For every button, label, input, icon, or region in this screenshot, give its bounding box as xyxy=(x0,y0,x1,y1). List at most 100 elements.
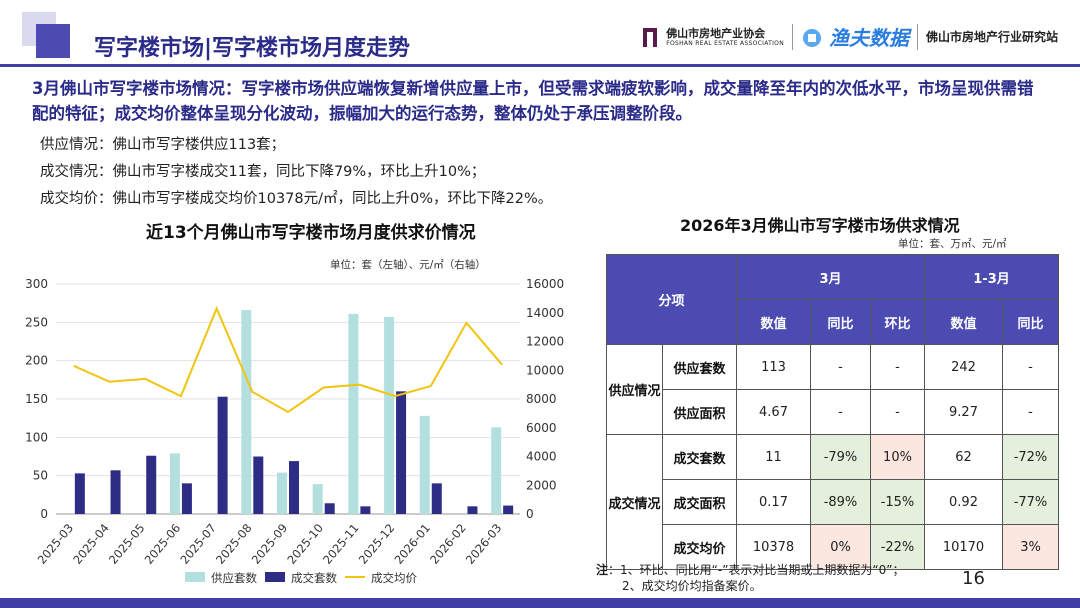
bullet-list: 供应情况：佛山市写字楼供应113套； 成交情况：佛山市写字楼成交11套，同比下降… xyxy=(40,132,552,213)
supply-demand-table: 分项 3月 1-3月 数值 同比 环比 数值 同比 供应情况 供应套数 113 … xyxy=(606,254,1059,570)
logo-bar: 佛山市房地产业协会 FOSHAN REAL ESTATE ASSOCIATION… xyxy=(640,22,1058,51)
y-right-tick-label: 12000 xyxy=(526,335,564,349)
bullet-deal: 成交情况：佛山市写字楼成交11套，同比下降79%，环比上升10%； xyxy=(40,164,486,180)
cell-value: 10378 xyxy=(736,524,811,570)
footnote: 注：1、环比、同比用“-”表示对比当期或上期数据为“0”； 2、成交均价均指备案… xyxy=(596,562,904,594)
cell-value: 11 xyxy=(736,434,811,480)
group-supply: 供应情况 xyxy=(606,344,663,435)
y-left-tick-label: 200 xyxy=(25,354,48,368)
cell-value-q1: 9.27 xyxy=(924,389,1003,435)
row-label: 供应面积 xyxy=(662,389,737,435)
bar-deal xyxy=(360,506,371,514)
y-left-tick-label: 250 xyxy=(25,315,48,329)
x-tick-label: 2025-10 xyxy=(284,521,326,567)
bar-deal xyxy=(110,470,121,514)
bar-deal xyxy=(181,483,192,514)
footer-bar xyxy=(0,598,1080,608)
header-q1: 1-3月 xyxy=(924,254,1059,300)
association-name-en: FOSHAN REAL ESTATE ASSOCIATION xyxy=(666,39,784,47)
footnote-line1: ：1、环比、同比用“-”表示对比当期或上期数据为“0”； xyxy=(608,563,905,577)
bar-deal xyxy=(74,473,85,514)
bar-deal xyxy=(324,503,335,514)
bar-supply xyxy=(419,415,430,514)
x-tick-label: 2026-03 xyxy=(463,521,505,567)
bar-deal xyxy=(253,456,264,514)
header-value: 数值 xyxy=(736,299,811,345)
cell-yoy-q1: - xyxy=(1002,389,1059,435)
header-march: 3月 xyxy=(736,254,925,300)
page-title: 写字楼市场|写字楼市场月度走势 xyxy=(94,36,411,61)
header-yoy: 同比 xyxy=(810,299,871,345)
bar-supply xyxy=(169,453,180,514)
y-right-tick-label: 6000 xyxy=(526,421,557,435)
bar-deal xyxy=(431,483,442,514)
bullet-supply: 供应情况：佛山市写字楼供应113套； xyxy=(40,137,286,153)
bar-supply xyxy=(491,427,502,514)
page-number: 16 xyxy=(962,568,985,589)
bar-deal xyxy=(503,505,514,514)
cell-value-q1: 62 xyxy=(924,434,1003,480)
header-decoration xyxy=(22,12,70,58)
yufu-logo-text: 渔夫数据 xyxy=(828,26,909,50)
header-yoy-q1: 同比 xyxy=(1002,299,1059,345)
cell-yoy: - xyxy=(810,344,871,390)
y-left-tick-label: 0 xyxy=(40,507,48,521)
chart-title: 近13个月佛山市写字楼市场月度供求价情况 xyxy=(146,223,476,243)
legend-label-price: 成交均价 xyxy=(371,571,417,585)
bar-deal xyxy=(289,461,299,514)
x-tick-label: 2025-05 xyxy=(106,521,148,567)
legend-label-supply: 供应套数 xyxy=(211,571,257,585)
cell-value: 4.67 xyxy=(736,389,811,435)
x-tick-label: 2026-02 xyxy=(427,521,469,567)
cell-mom: 10% xyxy=(870,434,925,480)
y-right-tick-label: 2000 xyxy=(526,478,557,492)
table-row: 供应情况 供应套数 113 - - 242 - xyxy=(606,344,1059,435)
bullet-price: 成交均价：佛山市写字楼成交均价10378元/㎡，同比上升0%，环比下降22%。 xyxy=(40,191,553,207)
cell-yoy: -89% xyxy=(810,479,871,525)
footnote-line2: 2、成交均价均指备案价。 xyxy=(622,579,762,593)
y-left-tick-label: 50 xyxy=(33,469,48,483)
bar-deal xyxy=(467,506,478,514)
bar-deal xyxy=(396,391,407,514)
x-tick-label: 2025-04 xyxy=(70,521,112,567)
row-label: 成交套数 xyxy=(662,434,737,480)
y-right-tick-label: 16000 xyxy=(526,277,564,291)
x-tick-label: 2026-01 xyxy=(391,521,433,567)
row-label: 成交面积 xyxy=(662,479,737,525)
yufu-cloud-icon xyxy=(802,28,821,47)
cell-value: 113 xyxy=(736,344,811,390)
group-deal: 成交情况 xyxy=(606,434,663,570)
x-tick-label: 2025-09 xyxy=(249,521,291,567)
cell-value-q1: 242 xyxy=(924,344,1003,390)
bar-supply xyxy=(384,316,395,514)
cell-yoy-q1: -72% xyxy=(1002,434,1059,480)
y-left-tick-label: 150 xyxy=(25,392,48,406)
bar-supply xyxy=(241,310,252,514)
association-name: 佛山市房地产业协会 xyxy=(666,26,766,40)
association-logo: 佛山市房地产业协会 FOSHAN REAL ESTATE ASSOCIATION xyxy=(640,25,784,49)
legend-label-deal: 成交套数 xyxy=(291,571,337,585)
association-emblem-icon xyxy=(643,27,658,47)
bar-deal xyxy=(217,396,228,514)
cell-value-q1: 0.92 xyxy=(924,479,1003,525)
bar-supply xyxy=(348,313,359,514)
x-tick-label: 2025-11 xyxy=(320,521,362,567)
y-left-tick-label: 100 xyxy=(25,430,48,444)
cell-value: 0.17 xyxy=(736,479,811,525)
summary-text: 3月佛山市写字楼市场情况：写字楼市场供应端恢复新增供应量上市，但受需求端疲软影响… xyxy=(32,79,1034,123)
table-row: 成交情况 成交套数 11 -79% 10% 62 -72% xyxy=(606,434,1059,570)
cell-value-q1: 10170 xyxy=(924,524,1003,570)
x-tick-label: 2025-08 xyxy=(213,521,255,567)
logo-divider xyxy=(791,23,793,50)
table-unit-label: 单位：套、万㎡、元/㎡ xyxy=(898,238,1007,250)
x-tick-label: 2025-07 xyxy=(177,521,219,567)
legend-swatch-supply xyxy=(185,572,205,582)
table-title: 2026年3月佛山市写字楼市场供求情况 xyxy=(680,216,960,235)
cell-yoy-q1: - xyxy=(1002,344,1059,390)
y-right-tick-label: 0 xyxy=(526,507,534,521)
table-row: 供应面积 4.67 - - 9.27 - xyxy=(607,389,1059,435)
x-tick-label: 2025-06 xyxy=(142,521,184,567)
legend-swatch-deal xyxy=(265,572,285,582)
cell-mom: -22% xyxy=(870,524,925,570)
header-mom: 环比 xyxy=(870,299,925,345)
